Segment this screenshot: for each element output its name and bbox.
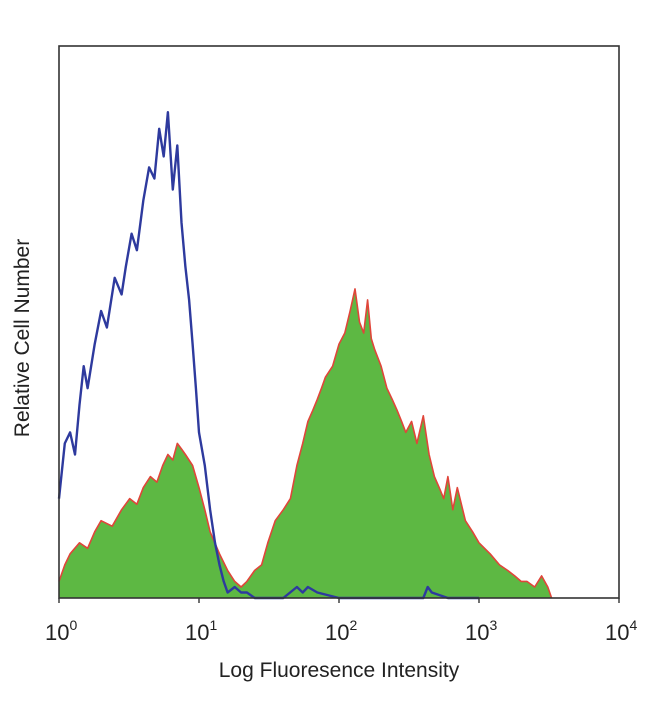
series-1-filled-histogram: [59, 288, 552, 598]
x-tick-label-0: 100: [45, 617, 77, 645]
x-tick-label-4: 104: [605, 617, 637, 645]
series-1-histogram-outline: [58, 288, 553, 599]
x-axis-title: Log Fluoresence Intensity: [219, 659, 460, 682]
y-axis-title: Relative Cell Number: [11, 239, 34, 437]
x-tick-label-3: 103: [465, 617, 497, 645]
x-tick-label-1: 101: [185, 617, 217, 645]
x-tick-label-2: 102: [325, 617, 357, 645]
series-0-histogram-line: [57, 111, 479, 600]
